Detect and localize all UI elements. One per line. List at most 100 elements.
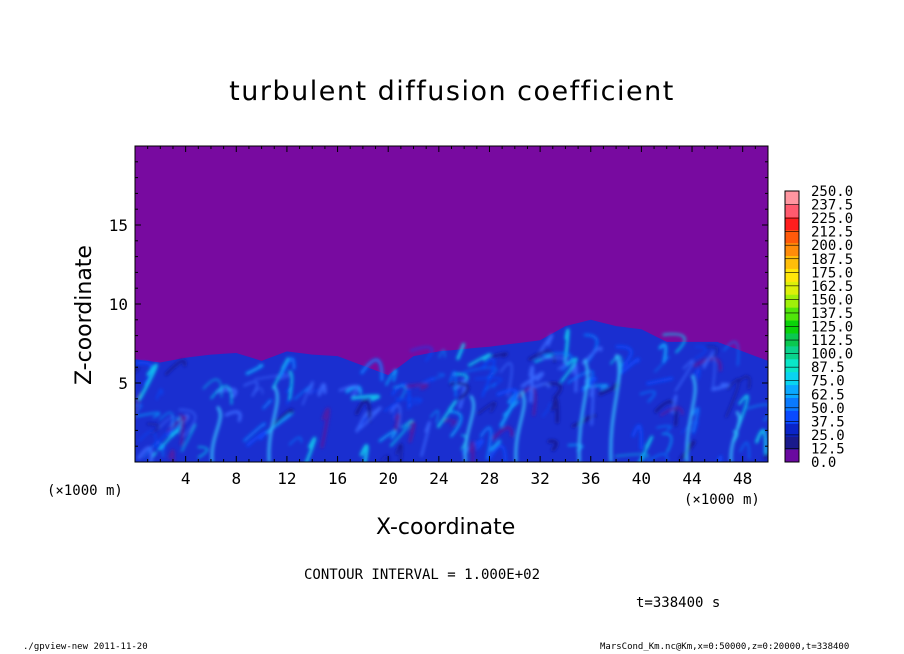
eddy-stroke bbox=[378, 429, 398, 443]
eddy-stroke bbox=[279, 357, 296, 378]
y-tick-label: 10 bbox=[109, 295, 128, 314]
eddy-stroke bbox=[143, 442, 164, 459]
colorbar-label: 62.5 bbox=[811, 387, 845, 403]
colorbar-swatch bbox=[785, 410, 799, 424]
eddy-stroke bbox=[537, 334, 554, 357]
eddy-stroke bbox=[691, 407, 700, 433]
colorbar-swatch bbox=[785, 191, 799, 205]
eddy-stroke bbox=[178, 409, 196, 437]
eddy-stroke bbox=[399, 398, 423, 405]
plume-stroke bbox=[577, 358, 589, 462]
colorbar-swatch bbox=[785, 332, 799, 347]
x-tick-label: 20 bbox=[379, 469, 398, 488]
mixed-layer-region bbox=[135, 319, 768, 462]
eddy-stroke bbox=[467, 353, 492, 367]
colorbar-swatch bbox=[785, 307, 799, 321]
eddy-stroke bbox=[589, 385, 595, 426]
eddy-stroke bbox=[654, 356, 670, 373]
x-axis-label: X-coordinate bbox=[376, 515, 516, 540]
eddy-stroke bbox=[272, 357, 290, 390]
plume-stroke bbox=[463, 394, 476, 462]
colorbar-swatch bbox=[785, 242, 799, 257]
eddy-stroke bbox=[158, 428, 180, 451]
eddy-stroke bbox=[468, 441, 475, 462]
eddy-stroke bbox=[246, 430, 267, 447]
eddy-stroke bbox=[355, 399, 372, 423]
colorbar-label: 75.0 bbox=[811, 374, 845, 390]
colorbar-label: 175.0 bbox=[811, 265, 853, 281]
colorbar-swatch bbox=[785, 436, 799, 450]
eddy-stroke bbox=[355, 411, 369, 433]
eddy-structures bbox=[135, 328, 768, 462]
eddy-stroke bbox=[385, 368, 398, 386]
plume-stroke bbox=[210, 405, 222, 462]
colorbar-label: 187.5 bbox=[811, 252, 853, 268]
eddy-stroke bbox=[483, 382, 497, 392]
eddy-stroke bbox=[477, 401, 497, 415]
colorbar-swatch bbox=[785, 203, 799, 218]
colorbar-label: 125.0 bbox=[811, 320, 853, 336]
eddy-stroke bbox=[646, 376, 674, 386]
x-tick-label: 8 bbox=[231, 469, 241, 488]
colorbar-label: 250.0 bbox=[811, 184, 853, 200]
eddy-stroke bbox=[359, 406, 382, 430]
eddy-stroke bbox=[763, 452, 768, 460]
x-axis-ticks: 4 8 12 16 20 24 28 32 36 40 44 48 bbox=[147, 146, 756, 488]
x-tick-label: 48 bbox=[733, 469, 752, 488]
eddy-stroke bbox=[179, 413, 185, 446]
eddy-stroke bbox=[389, 404, 402, 428]
colorbar-label: 162.5 bbox=[811, 279, 853, 295]
eddy-stroke bbox=[137, 446, 154, 462]
y-axis-ticks: 5 10 15 bbox=[109, 161, 768, 447]
colorbar-swatch bbox=[785, 229, 799, 244]
eddy-stroke bbox=[631, 424, 643, 450]
eddy-stroke bbox=[541, 356, 568, 370]
eddy-stroke bbox=[135, 361, 154, 386]
colorbar-swatch bbox=[785, 384, 799, 398]
colorbar-label: 225.0 bbox=[811, 211, 853, 227]
eddy-stroke bbox=[499, 362, 513, 397]
eddy-stroke bbox=[438, 349, 446, 358]
eddy-stroke bbox=[542, 403, 552, 418]
eddy-stroke bbox=[661, 432, 673, 454]
eddy-stroke bbox=[408, 421, 415, 433]
eddy-stroke bbox=[317, 382, 327, 397]
eddy-stroke bbox=[254, 374, 290, 381]
eddy-stroke bbox=[492, 426, 514, 440]
eddy-stroke bbox=[491, 352, 508, 359]
x-tick-label: 24 bbox=[429, 469, 448, 488]
eddy-stroke bbox=[550, 398, 560, 424]
eddy-stroke bbox=[716, 455, 723, 462]
eddy-stroke bbox=[456, 342, 466, 361]
colorbar-label: 212.5 bbox=[811, 225, 853, 241]
eddy-stroke bbox=[723, 341, 740, 366]
eddy-stroke bbox=[658, 343, 668, 364]
eddy-stroke bbox=[202, 379, 222, 398]
eddy-stroke bbox=[461, 438, 484, 455]
eddy-stroke bbox=[747, 404, 768, 422]
eddy-stroke bbox=[674, 359, 694, 392]
eddy-stroke bbox=[443, 419, 457, 426]
colorbar-label: 112.5 bbox=[811, 333, 853, 349]
eddy-stroke bbox=[656, 425, 672, 432]
eddy-stroke bbox=[254, 387, 264, 395]
eddy-stroke bbox=[654, 400, 678, 427]
eddy-stroke bbox=[436, 399, 458, 428]
eddy-stroke bbox=[693, 368, 701, 380]
x-tick-label: 12 bbox=[277, 469, 296, 488]
x-tick-label: 16 bbox=[328, 469, 347, 488]
eddy-stroke bbox=[288, 436, 303, 446]
eddy-stroke bbox=[488, 444, 507, 462]
plume-stroke bbox=[267, 385, 279, 462]
eddy-stroke bbox=[389, 419, 413, 447]
eddy-stroke bbox=[243, 380, 259, 397]
y-tick-label: 5 bbox=[118, 374, 128, 393]
eddy-stroke bbox=[679, 440, 696, 461]
eddy-stroke bbox=[430, 410, 439, 424]
colorbar-swatch bbox=[785, 345, 799, 360]
plume-stroke bbox=[729, 410, 741, 462]
eddy-stroke bbox=[547, 439, 559, 452]
colorbar-swatch bbox=[785, 358, 799, 373]
eddy-stroke bbox=[620, 357, 640, 374]
